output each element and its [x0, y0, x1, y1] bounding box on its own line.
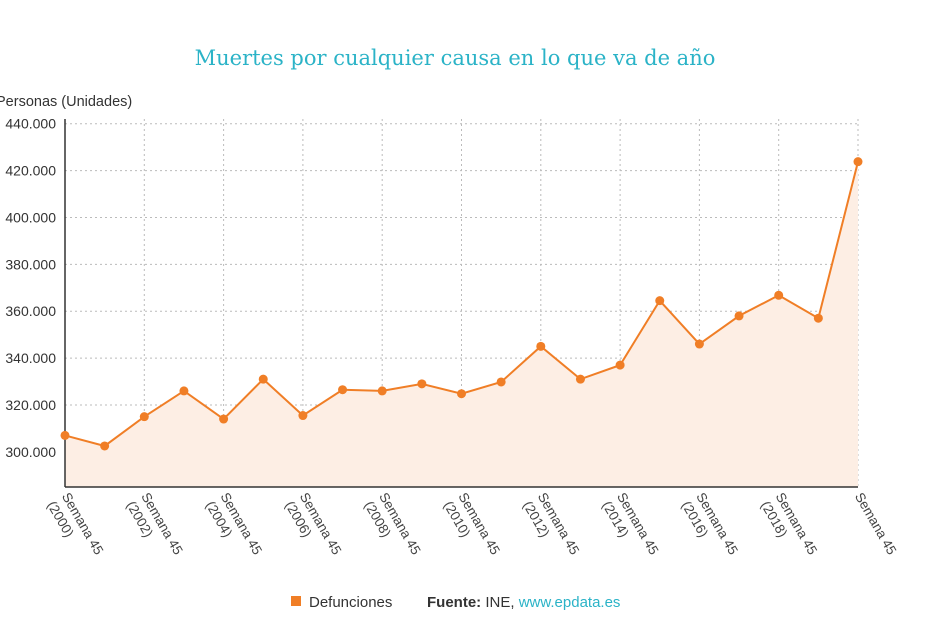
x-tick-label: Semana 45(2016) [679, 490, 741, 557]
x-tick-label: Semana 45(2004) [203, 490, 265, 557]
data-point[interactable] [139, 412, 149, 422]
chart-title: Muertes por cualquier causa en lo que va… [195, 46, 716, 70]
x-tick-label-week: Semana 45 [852, 490, 900, 557]
data-point[interactable] [179, 386, 189, 396]
data-point[interactable] [496, 377, 506, 387]
x-tick-label: Semana 45(2008) [361, 490, 423, 557]
data-point[interactable] [298, 411, 308, 421]
y-tick-label: 420.000 [5, 163, 56, 179]
data-point[interactable] [655, 296, 665, 306]
data-point[interactable] [258, 374, 268, 384]
y-tick-label: 340.000 [5, 350, 56, 366]
data-point[interactable] [615, 360, 625, 370]
legend-label[interactable]: Defunciones [309, 594, 392, 611]
source-value: INE, [485, 594, 514, 611]
source-link[interactable]: www.epdata.es [518, 594, 621, 611]
source-label: Fuente: [427, 594, 481, 611]
x-tick-label: Semana 45(2010) [441, 490, 503, 557]
legend-swatch [291, 596, 301, 606]
data-point[interactable] [457, 389, 466, 399]
y-tick-label: 440.000 [5, 116, 56, 132]
x-tick-label: Semana 45(2018) [758, 490, 820, 557]
x-tick-label: Semana 45(2014) [599, 490, 661, 557]
data-point[interactable] [813, 313, 823, 323]
data-point[interactable] [536, 341, 546, 351]
x-tick-label: Semana 45(2002) [124, 490, 186, 557]
legend[interactable]: Defunciones [291, 594, 392, 611]
y-tick-label: 380.000 [5, 256, 56, 272]
data-point[interactable] [734, 311, 744, 321]
x-tick-label: Semana 45(2012) [520, 490, 582, 557]
y-tick-label: 300.000 [5, 444, 56, 460]
x-tick-label: Semana 45(2006) [282, 490, 344, 557]
x-tick-label: Semana 45(2000) [44, 490, 106, 557]
series-area-fill [65, 161, 858, 488]
data-points [60, 157, 863, 451]
data-point[interactable] [100, 441, 110, 451]
data-point[interactable] [377, 386, 387, 396]
source: Fuente: INE, www.epdata.es [427, 594, 620, 611]
data-point[interactable] [774, 290, 784, 300]
y-tick-label: 320.000 [5, 397, 56, 413]
y-tick-label: 400.000 [5, 209, 56, 225]
data-point[interactable] [417, 379, 427, 389]
data-point[interactable] [338, 385, 348, 395]
x-tick-label: Semana 45 [852, 490, 900, 557]
data-point[interactable] [853, 157, 863, 167]
data-point[interactable] [60, 430, 70, 440]
x-tick-labels: Semana 45(2000) Semana 45(2002) Semana 45(… [44, 490, 900, 557]
data-point[interactable] [694, 339, 704, 349]
data-point[interactable] [219, 414, 229, 424]
y-tick-label: 360.000 [5, 303, 56, 319]
y-axis-label: Personas (Unidades) [0, 94, 132, 110]
data-point[interactable] [575, 374, 585, 384]
y-tick-labels: 300.000 320.000 340.000 360.000 380.000 400.0… [5, 116, 56, 460]
